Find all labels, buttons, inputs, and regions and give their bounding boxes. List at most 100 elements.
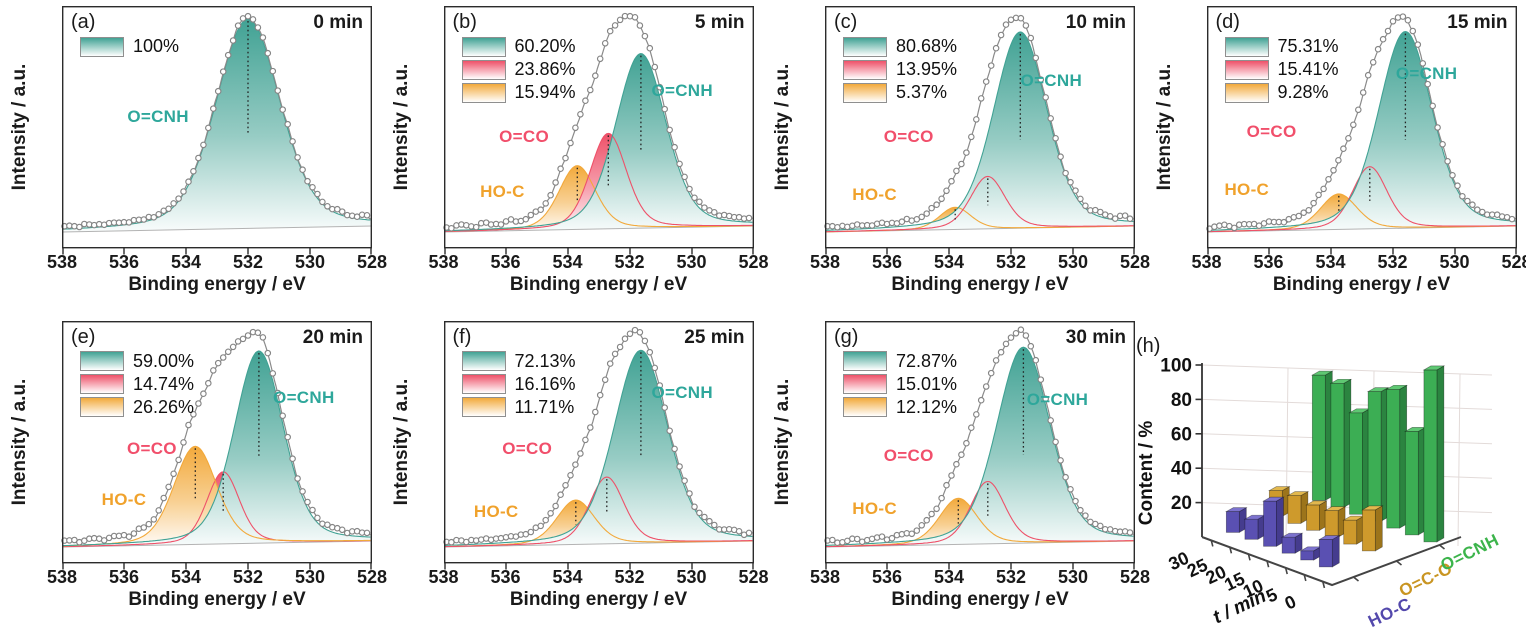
panel-letter: (a) <box>71 11 96 33</box>
x-axis-ticks: 538 536 534 532 530 528 <box>1191 252 1526 272</box>
annotations: O=CO HO-C O=CNH <box>825 321 1135 563</box>
z-axis: 20 40 60 80 100 <box>1160 355 1203 537</box>
content-axis-label: Content / % <box>1136 420 1157 525</box>
x-axis-label: Binding energy / eV <box>509 274 688 295</box>
legend-item: 13.95% <box>843 58 957 81</box>
species-label: HO-C <box>852 184 897 204</box>
spectrum-panel: Intensity / a.u. (g) 30 min 72.87% 15.01%… <box>763 315 1150 629</box>
x-tick-label: 534 <box>1315 252 1346 272</box>
legend-swatch <box>843 59 887 80</box>
data-points <box>824 325 1134 546</box>
time-label: 5 min <box>694 12 745 33</box>
species-label: O=CNH <box>1395 63 1458 83</box>
plot-border <box>824 320 1136 563</box>
legend-swatch <box>1224 59 1269 80</box>
x-tick-marks <box>1206 248 1517 255</box>
peak-outline-red <box>825 175 1134 233</box>
x-tick-label: 538 <box>428 566 459 587</box>
y-axis-label: Intensity / a.u. <box>9 63 30 191</box>
legend: 72.13% 16.16% 11.71% <box>461 350 576 419</box>
x-axis-ticks: 538 536 534 532 530 528 <box>810 252 1150 272</box>
x-axis-ticks: 538 536 534 532 530 528 <box>428 252 768 272</box>
plot-border <box>61 5 373 249</box>
x-tick-label: 536 <box>490 252 521 272</box>
spectrum-plot <box>824 320 1136 569</box>
panel-letter: (c) <box>834 11 858 33</box>
legend-item: 59.00% <box>80 350 194 373</box>
legend-swatch <box>80 36 124 57</box>
x-tick-label: 538 <box>1191 252 1222 272</box>
x-tick-label: 536 <box>108 566 140 587</box>
peak-fill-teal <box>825 346 1135 547</box>
data-points <box>442 12 752 232</box>
x-axis-ticks: 538 536 534 532 530 528 <box>428 566 768 587</box>
x-tick-label: 530 <box>1057 566 1089 587</box>
x-tick-label: 528 <box>1119 566 1151 587</box>
spectrum-plot <box>442 320 754 569</box>
x-tick-label: 536 <box>1253 252 1284 272</box>
spectrum-panel: Intensity / a.u. (a) 0 min 100% O=CNH 53… <box>0 0 387 314</box>
x-tick-label: 528 <box>738 252 769 272</box>
spectrum-panel: Intensity / a.u. (c) 10 min 80.68% 13.95%… <box>763 0 1150 314</box>
legend-swatch <box>843 374 887 394</box>
x-axis-label: Binding energy / eV <box>891 274 1069 295</box>
plot-area: (a) 0 min 100% O=CNH <box>61 5 373 255</box>
x-tick-marks <box>62 248 372 255</box>
plot-border <box>1206 5 1517 249</box>
y-axis-label: Intensity / a.u. <box>1153 63 1175 191</box>
legend: 59.00% 14.74% 26.26% <box>80 350 194 419</box>
peak-fill-teal <box>825 32 1135 232</box>
legend: 60.20% 23.86% 15.94% <box>461 35 576 104</box>
x-axis-ticks: 538 536 534 532 530 528 <box>47 252 387 272</box>
x-tick-label: 534 <box>933 252 965 272</box>
species-label: O=CO <box>883 126 934 146</box>
plot-area: (d) 15 min 75.31% 15.41% 9.28% O=CO HO-C O=C… <box>1205 5 1517 255</box>
y-axis-label: Intensity / a.u. <box>390 63 412 191</box>
x-tick-label: 534 <box>170 566 202 587</box>
species-label: HO-C <box>480 182 525 202</box>
plot-area: (e) 20 min 59.00% 14.74% 26.26% O=CO HO-C O=… <box>61 320 373 569</box>
legend-item: 26.26% <box>80 396 194 419</box>
legend-percent: 75.31% <box>1277 36 1339 56</box>
spectrum-panel: Intensity / a.u. (d) 15 min 75.31% 15.41%… <box>1145 0 1526 314</box>
annotations: O=CO HO-C O=CNH <box>62 321 372 563</box>
annotations: O=CO HO-C O=CNH <box>444 6 754 248</box>
legend-swatch <box>1224 82 1269 103</box>
baseline <box>61 225 373 233</box>
spectrum-plot <box>61 5 373 255</box>
legend-swatch <box>80 374 124 394</box>
x-tick-label: 534 <box>552 566 583 587</box>
legend-item: 15.01% <box>843 373 957 396</box>
legend-swatch <box>461 351 506 371</box>
time-label: 10 min <box>1065 12 1126 33</box>
x-tick-marks <box>443 562 754 569</box>
data-points <box>824 14 1134 231</box>
legend-percent: 80.68% <box>896 36 958 56</box>
spectrum-plot <box>824 5 1136 255</box>
x-tick-label: 530 <box>294 252 326 272</box>
legend-item: 15.41% <box>1224 58 1339 81</box>
annotations: O=CNH <box>62 6 372 248</box>
plot-area: (g) 30 min 72.87% 15.01% 12.12% O=CO HO-C O=… <box>824 320 1136 569</box>
legend-swatch <box>1224 36 1269 57</box>
legend-swatch <box>461 59 506 80</box>
peak-fill-teal <box>62 350 372 547</box>
peak-fill-teal <box>62 19 372 232</box>
legend-percent: 5.37% <box>896 82 948 102</box>
spectrum-plot <box>61 320 373 569</box>
legend-percent: 14.74% <box>133 373 195 394</box>
time-label: 30 min <box>1065 326 1126 348</box>
legend-percent: 9.28% <box>1277 82 1329 102</box>
annotations: O=CO HO-C O=CNH <box>444 321 754 563</box>
x-tick-label: 534 <box>170 252 202 272</box>
legend-item: 15.94% <box>461 81 576 104</box>
x-tick-label: 528 <box>356 566 388 587</box>
species-label: HO-C <box>473 501 519 521</box>
annotations: O=CO HO-C O=CNH <box>825 6 1135 248</box>
x-axis-label: Binding energy / eV <box>509 588 688 610</box>
legend-item: 60.20% <box>461 35 576 58</box>
species-label: O=CNH <box>651 383 713 403</box>
x-axis-label: Binding energy / eV <box>891 588 1069 610</box>
legend-item: 80.68% <box>843 35 957 58</box>
legend-percent: 15.41% <box>1277 59 1339 79</box>
